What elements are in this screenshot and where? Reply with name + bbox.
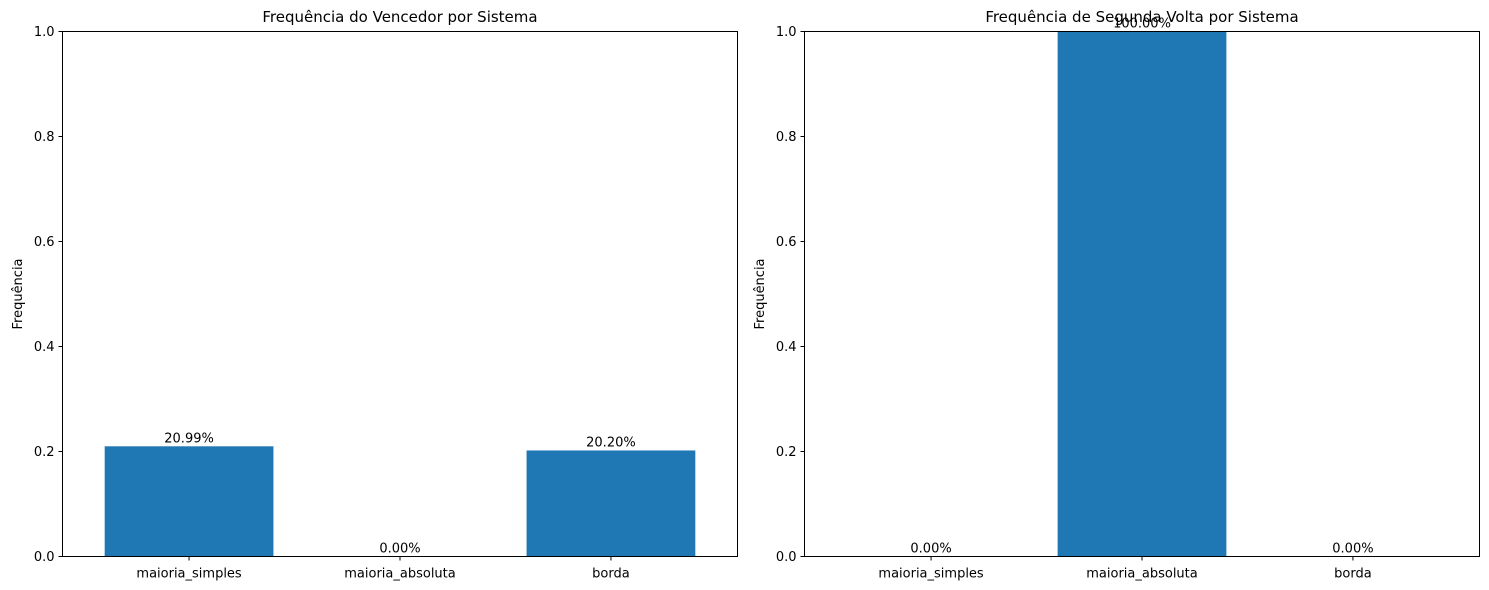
y-tick-label: 0.6 <box>34 235 55 250</box>
y-tick-label: 1.0 <box>776 25 797 40</box>
x-tick-label: maioria_simples <box>878 567 984 582</box>
y-tick-label: 0.2 <box>776 445 797 460</box>
x-tick-label: maioria_absoluta <box>1086 567 1197 582</box>
x-tick-label: borda <box>1334 567 1372 582</box>
x-tick-label: maioria_simples <box>136 567 242 582</box>
bar <box>526 450 696 557</box>
chart-segunda-volta: Frequência de Segunda Volta por Sistema … <box>753 8 1480 582</box>
plot-frame <box>62 31 738 557</box>
y-axis-label: Frequência <box>753 258 768 329</box>
y-tick-label: 0.6 <box>776 235 797 250</box>
y-tick-label: 0.2 <box>34 445 55 460</box>
y-tick-label: 0.8 <box>776 130 797 145</box>
bar <box>104 446 274 557</box>
data-label: 0.00% <box>1332 542 1373 557</box>
data-label: 0.00% <box>910 542 951 557</box>
chart-vencedor: Frequência do Vencedor por Sistema Frequ… <box>11 8 738 582</box>
plot-frame <box>804 31 1480 557</box>
chart-title: Frequência do Vencedor por Sistema <box>262 8 537 26</box>
x-tick-label: borda <box>592 567 630 582</box>
y-tick-label: 0.8 <box>34 130 55 145</box>
data-label: 20.99% <box>164 431 214 446</box>
y-tick-label: 0.0 <box>776 550 797 565</box>
data-label: 100.00% <box>1113 17 1171 32</box>
bar <box>1057 31 1227 557</box>
y-tick-label: 0.4 <box>776 340 797 355</box>
chart-title: Frequência de Segunda Volta por Sistema <box>985 8 1298 26</box>
y-axis-label: Frequência <box>11 258 26 329</box>
x-tick-label: maioria_absoluta <box>344 567 455 582</box>
bars-group: 0.0 0.2 0.4 0.6 0.8 1.0 maioria_simples 0.00% ma… <box>776 17 1374 582</box>
data-label: 20.20% <box>586 435 636 450</box>
y-tick-label: 0.0 <box>34 550 55 565</box>
data-label: 0.00% <box>379 542 420 557</box>
y-tick-label: 0.4 <box>34 340 55 355</box>
y-tick-label: 1.0 <box>34 25 55 40</box>
bars-group: 0.0 0.2 0.4 0.6 0.8 1.0 maioria_simples 20.99% m… <box>34 25 696 582</box>
